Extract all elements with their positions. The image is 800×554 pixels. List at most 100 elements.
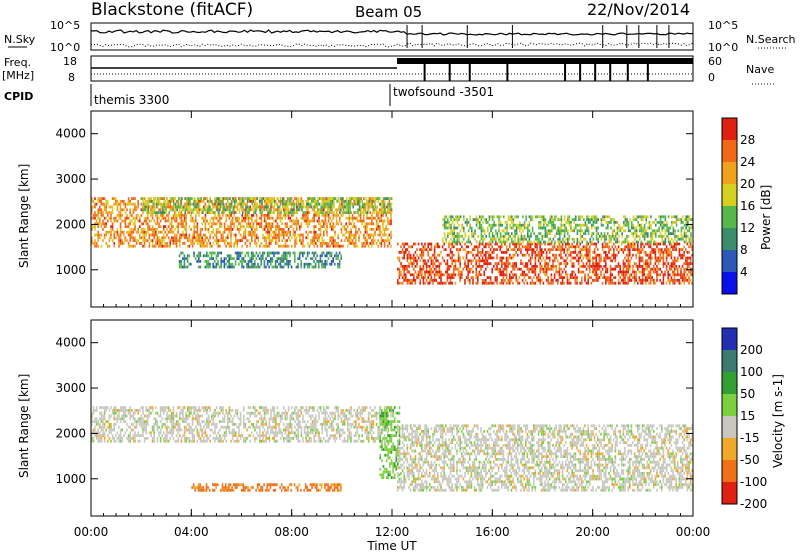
echo-cell — [355, 216, 357, 220]
echo-cell — [222, 239, 224, 242]
echo-cell — [627, 245, 629, 249]
echo-cell — [174, 211, 177, 214]
echo-cell — [308, 251, 310, 255]
echo-cell — [565, 226, 567, 230]
echo-cell — [494, 267, 497, 271]
echo-cell — [590, 265, 593, 268]
echo-cell — [528, 242, 530, 246]
echo-cell — [340, 228, 343, 231]
echo-cell — [375, 211, 378, 214]
echo-cell — [298, 208, 300, 212]
echo-cell — [194, 197, 196, 200]
echo-cell — [673, 248, 676, 251]
echo-cell — [491, 270, 493, 274]
echo-cell — [648, 226, 651, 230]
echo-cell — [592, 279, 594, 282]
echo-cell — [217, 254, 219, 258]
echo-cell — [670, 245, 673, 249]
echo-cell — [242, 200, 244, 203]
echo-cell — [300, 239, 303, 242]
echo-cell — [485, 259, 487, 263]
echo-cell — [398, 276, 401, 279]
echo-cell — [528, 237, 531, 241]
echo-cell — [124, 219, 127, 223]
echo-cell — [552, 248, 554, 251]
echo-cell — [669, 248, 671, 251]
echo-cell — [627, 223, 630, 227]
echo-cell — [670, 276, 673, 279]
echo-cell — [166, 214, 168, 217]
echo-cell — [607, 215, 609, 219]
echo-cell — [295, 228, 298, 231]
echo-cell — [358, 208, 361, 212]
echo-cell — [475, 265, 477, 268]
echo-cell — [523, 265, 525, 268]
echo-cell — [145, 222, 147, 226]
echo-cell — [688, 251, 690, 254]
echo-cell — [654, 262, 657, 265]
echo-cell — [640, 218, 643, 221]
echo-cell — [193, 242, 195, 245]
echo-cell — [273, 236, 275, 240]
echo-cell — [282, 260, 285, 263]
echo-cell — [206, 219, 208, 223]
echo-cell — [354, 202, 356, 206]
echo-cell — [515, 215, 518, 219]
echo-cell — [515, 242, 517, 246]
echo-cell — [177, 202, 179, 206]
echo-cell — [296, 200, 298, 203]
echo-cell — [543, 218, 545, 221]
echo-cell — [299, 208, 301, 212]
echo-cell — [113, 202, 115, 206]
echo-cell — [451, 229, 454, 233]
echo-cell — [288, 202, 290, 206]
echo-cell — [149, 205, 151, 209]
echo-cell — [445, 237, 447, 241]
echo-cell — [641, 265, 644, 268]
echo-cell — [480, 229, 483, 233]
echo-cell — [295, 242, 298, 245]
echo-cell — [453, 267, 455, 271]
echo-cell — [351, 233, 354, 237]
echo-cell — [276, 225, 279, 228]
echo-cell — [640, 251, 642, 254]
echo-cell — [470, 276, 473, 279]
echo-cell — [422, 276, 425, 279]
echo-cell — [151, 244, 154, 248]
echo-cell — [688, 262, 690, 265]
echo-cell — [497, 262, 500, 265]
echo-cell — [340, 205, 343, 209]
echo-cell — [485, 245, 487, 249]
echo-cell — [622, 262, 625, 265]
echo-cell — [406, 279, 409, 282]
echo-cell — [362, 205, 364, 209]
echo-cell — [661, 248, 663, 251]
echo-cell — [118, 239, 120, 242]
echo-cell — [571, 242, 573, 246]
echo-cell — [298, 197, 300, 200]
echo-cell — [539, 242, 541, 246]
echo-cell — [416, 259, 418, 263]
echo-cell — [343, 233, 346, 237]
echo-cell — [126, 214, 128, 217]
echo-cell — [180, 225, 183, 228]
echo-cell — [649, 242, 652, 246]
echo-cell — [560, 267, 562, 271]
echo-cell — [308, 265, 310, 269]
echo-cell — [355, 202, 357, 206]
echo-cell — [448, 276, 450, 279]
echo-cell — [94, 216, 96, 220]
echo-cell — [591, 240, 593, 244]
echo-cell — [134, 208, 136, 212]
echo-cell — [333, 205, 335, 209]
echo-cell — [637, 251, 639, 254]
echo-cell — [231, 200, 234, 203]
echo-cell — [591, 232, 593, 235]
echo-cell — [638, 265, 641, 268]
echo-cell — [619, 270, 621, 274]
echo-cell — [539, 215, 542, 219]
echo-cell — [174, 205, 177, 209]
echo-cell — [545, 253, 548, 257]
echo-cell — [669, 267, 671, 271]
echo-cell — [171, 222, 173, 226]
